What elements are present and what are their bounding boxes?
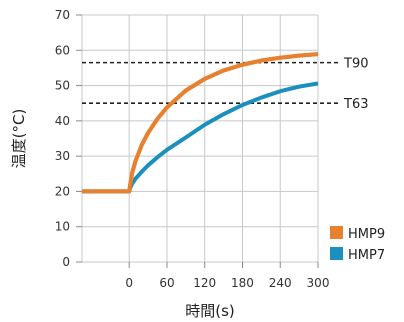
legend-swatch-hmp7	[330, 247, 343, 260]
series-line-hmp9	[82, 52, 319, 194]
x-tick-label: 60	[159, 276, 174, 290]
axis-titles: 時間(s) 温度(°C)	[10, 109, 235, 320]
y-axis-title: 温度(°C)	[10, 109, 28, 169]
axis-layer: 0 10 20 30 40 50 60 70 0 60 120 180 240 300	[55, 8, 330, 290]
x-tick-label: 120	[193, 276, 216, 290]
y-tick-label: 60	[55, 43, 70, 57]
legend-label-hmp7: HMP7	[348, 248, 385, 263]
x-tick-label: 300	[307, 276, 330, 290]
legend-label-hmp9: HMP9	[348, 227, 385, 242]
legend: HMP9 HMP7	[330, 226, 385, 263]
y-tick-label: 50	[55, 79, 70, 93]
x-tick-label: 240	[269, 276, 292, 290]
reference-label-t90: T90	[343, 57, 368, 72]
reference-lines-layer: T90 T63	[82, 57, 368, 112]
y-tick-label: 10	[55, 220, 70, 234]
reference-label-t63: T63	[343, 97, 368, 112]
y-tick-label: 20	[55, 184, 70, 198]
y-tick-label: 0	[62, 255, 70, 269]
y-tick-label: 40	[55, 114, 70, 128]
legend-swatch-hmp9	[330, 226, 343, 239]
y-tick-label: 70	[55, 8, 70, 22]
x-axis-title: 時間(s)	[185, 302, 235, 320]
series-line-hmp9-overlay	[82, 52, 319, 194]
series-line-hmp7	[82, 81, 319, 194]
series-layer	[82, 52, 319, 194]
y-tick-label: 30	[55, 149, 70, 163]
grid-layer	[81, 14, 319, 263]
x-tick-label: 180	[231, 276, 254, 290]
x-tick-label: 0	[125, 276, 133, 290]
